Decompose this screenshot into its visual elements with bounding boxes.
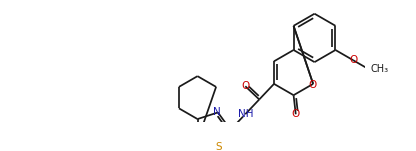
- Text: N: N: [213, 107, 221, 117]
- Text: O: O: [349, 55, 357, 65]
- Text: O: O: [292, 109, 300, 119]
- Text: O: O: [241, 81, 250, 91]
- Text: S: S: [215, 142, 222, 151]
- Text: O: O: [308, 80, 317, 90]
- Text: CH₃: CH₃: [370, 64, 388, 74]
- Text: NH: NH: [238, 109, 253, 119]
